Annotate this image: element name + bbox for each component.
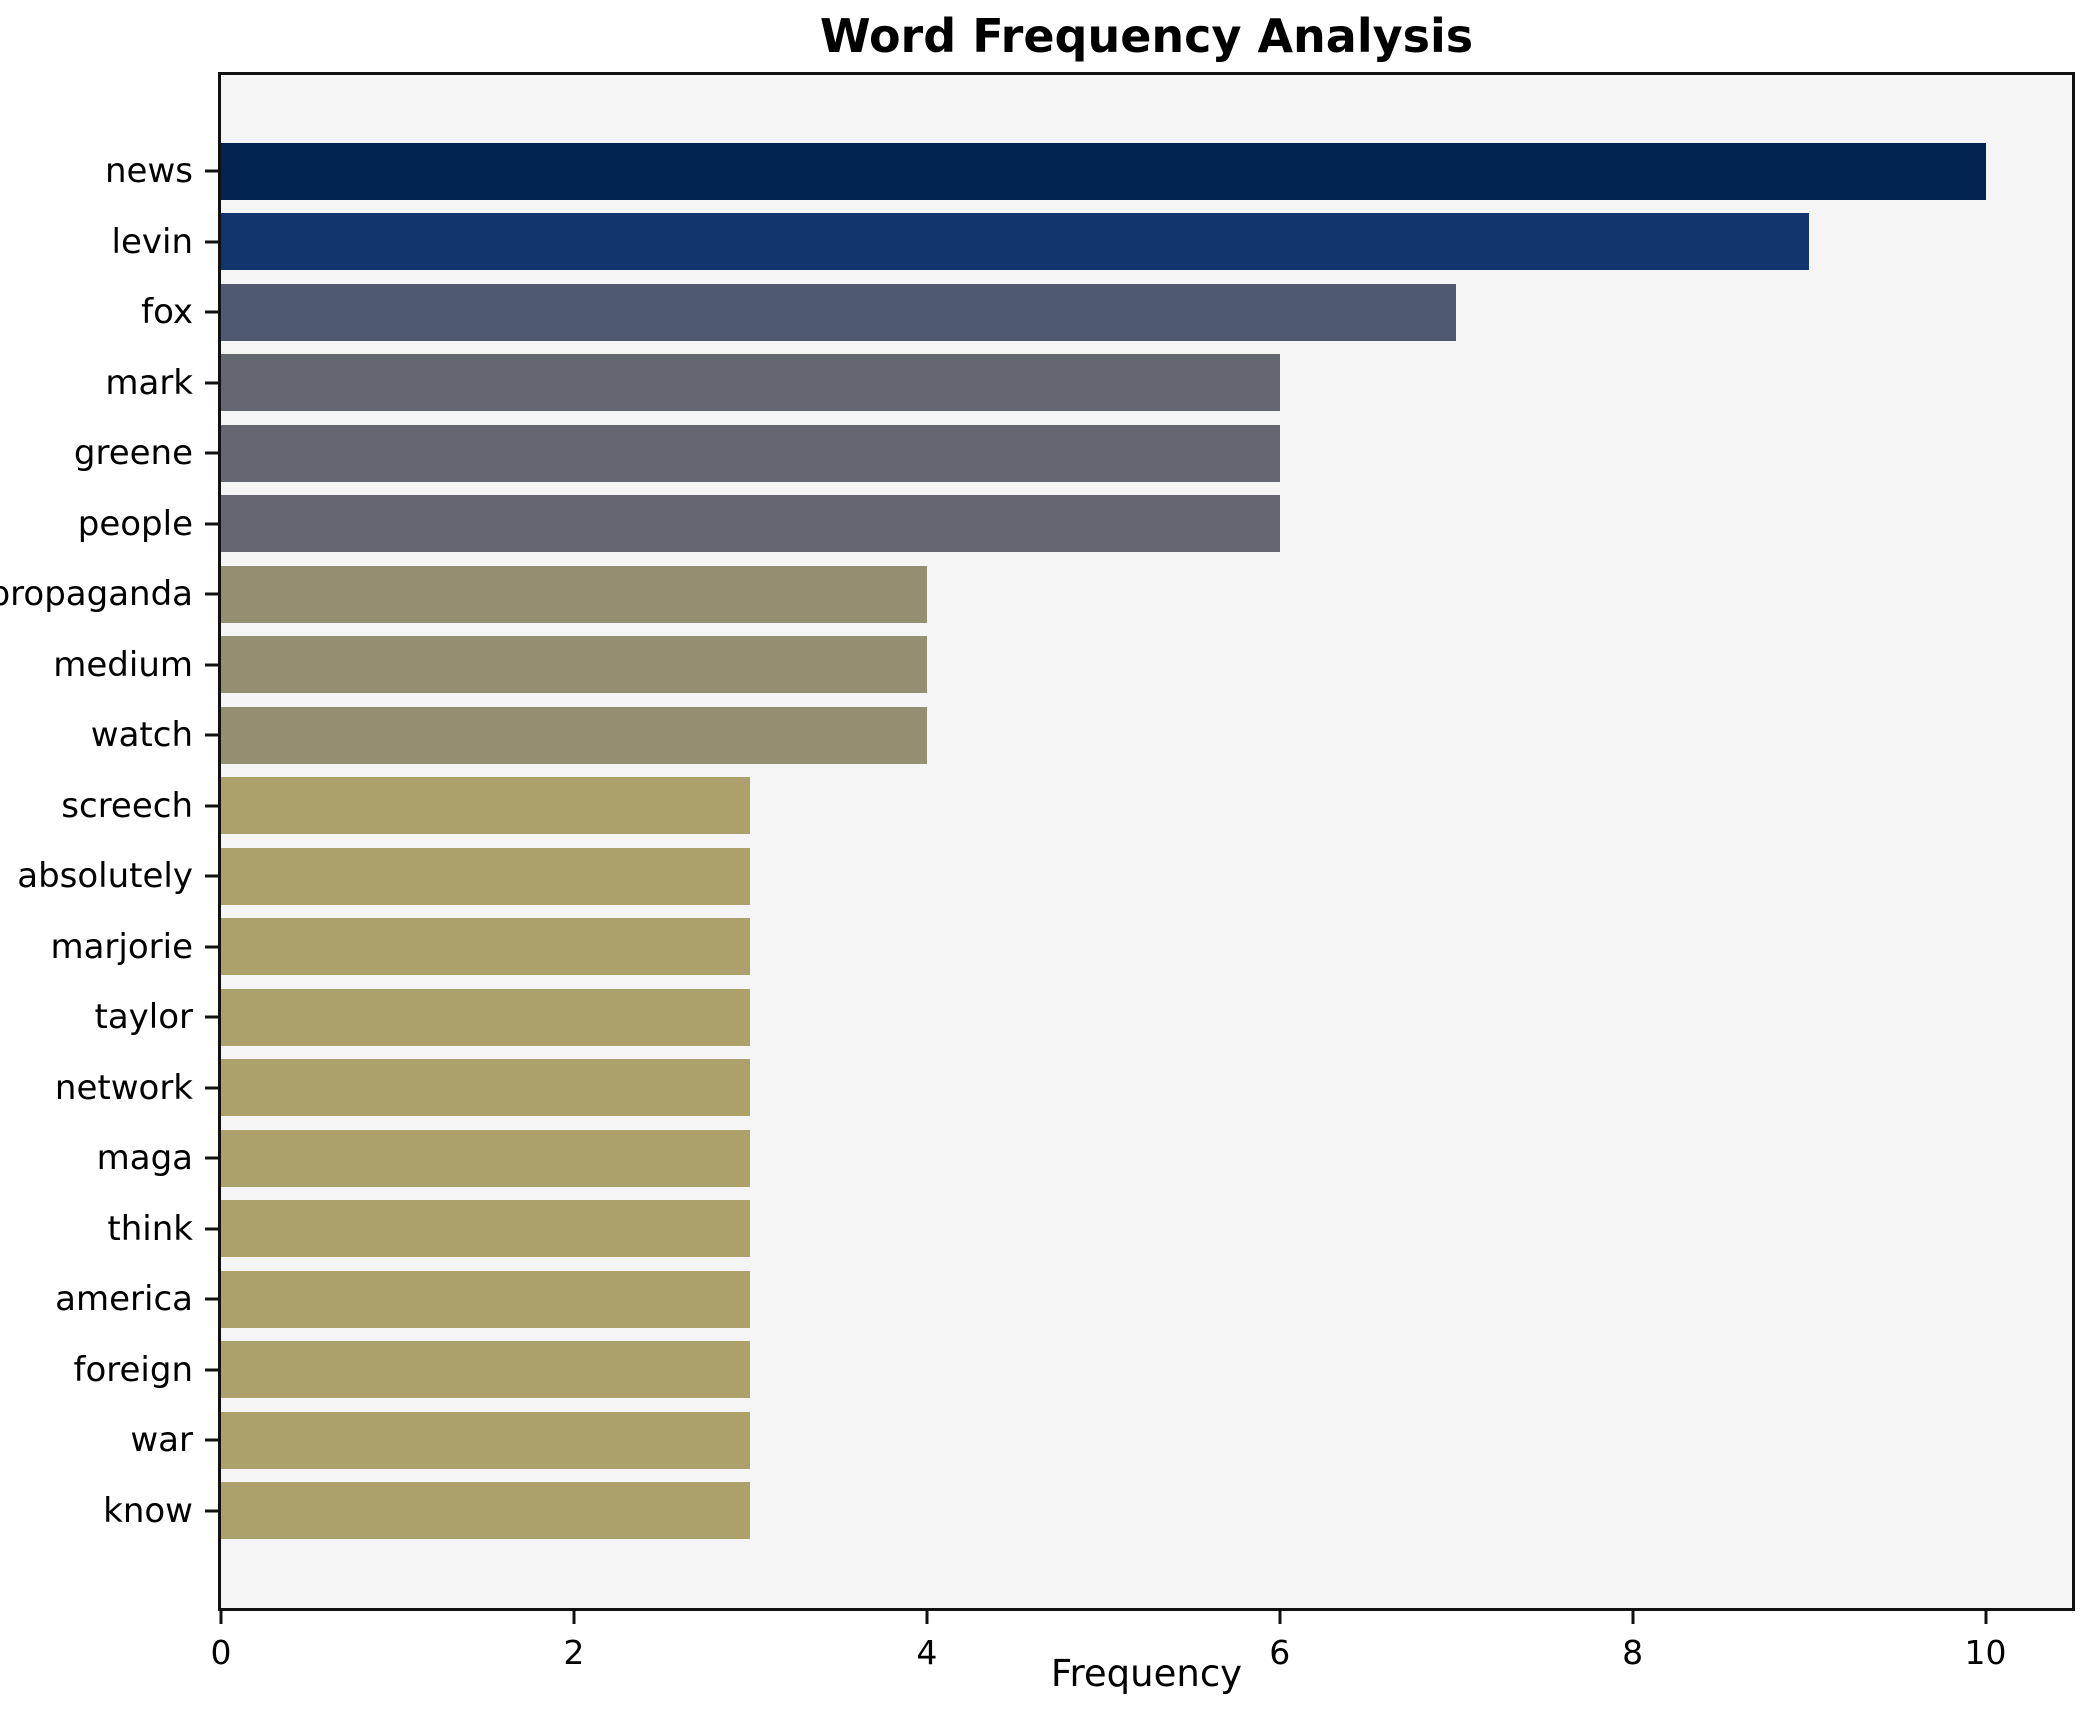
bar-row: foreign	[74, 1335, 2072, 1406]
x-tick-mark	[1631, 1611, 1635, 1624]
bar-row: maga	[97, 1123, 2072, 1194]
bar-war	[221, 1411, 751, 1469]
bar-row: mark	[105, 348, 2072, 419]
y-tick-label: medium	[53, 644, 193, 685]
y-tick-mark	[205, 1438, 218, 1442]
x-tick-label: 4	[916, 1633, 938, 1672]
bar-mark	[221, 354, 1280, 412]
bar-america	[221, 1270, 751, 1328]
y-tick-label: greene	[73, 433, 193, 474]
y-tick-mark	[205, 1156, 218, 1160]
bar-row: screech	[61, 771, 2072, 842]
x-tick-mark	[1984, 1611, 1988, 1624]
bar-news	[221, 142, 1986, 200]
y-tick-mark	[205, 169, 218, 173]
bar-greene	[221, 424, 1280, 482]
bar-row: news	[105, 136, 2072, 207]
y-tick-label: watch	[90, 715, 193, 756]
bar-propaganda	[221, 565, 927, 623]
y-tick-label: propaganda	[0, 574, 193, 615]
x-tick-label: 8	[1622, 1633, 1644, 1672]
y-tick-mark	[205, 1368, 218, 1372]
bar-row: taylor	[94, 982, 2072, 1053]
bar-row: war	[130, 1405, 2072, 1476]
bar-absolutely	[221, 847, 751, 905]
y-tick-mark	[205, 592, 218, 596]
bar-row: propaganda	[0, 559, 2072, 630]
chart-title: Word Frequency Analysis	[819, 9, 1474, 63]
x-tick-mark	[219, 1611, 223, 1624]
bar-people	[221, 495, 1280, 553]
y-tick-label: taylor	[94, 997, 193, 1038]
y-tick-mark	[205, 663, 218, 667]
bar-row: america	[55, 1264, 2072, 1335]
y-tick-mark	[205, 1015, 218, 1019]
y-tick-label: foreign	[73, 1349, 194, 1390]
y-tick-mark	[205, 1509, 218, 1513]
y-tick-label: maga	[96, 1138, 193, 1179]
x-tick-mark	[572, 1611, 576, 1624]
x-tick-label: 0	[210, 1633, 232, 1672]
y-tick-label: know	[103, 1490, 193, 1531]
bar-marjorie	[221, 918, 751, 976]
y-tick-mark	[205, 381, 218, 385]
bar-row: absolutely	[17, 841, 2072, 912]
plot-area: news levin fox mark greene people propaganda me…	[0, 72, 2075, 1672]
y-tick-mark	[205, 451, 218, 455]
bar-row: marjorie	[50, 912, 2072, 983]
bar-row: levin	[112, 207, 2072, 278]
bars-container: news levin fox mark greene people propaganda me…	[0, 75, 2072, 1608]
y-tick-label: fox	[141, 292, 193, 333]
y-tick-label: mark	[105, 362, 193, 403]
bar-screech	[221, 777, 751, 835]
bar-taylor	[221, 988, 751, 1046]
y-tick-label: levin	[111, 221, 193, 262]
y-tick-label: absolutely	[17, 856, 193, 897]
bar-levin	[221, 213, 1810, 271]
bar-row: fox	[141, 277, 2072, 348]
x-tick-label: 6	[1269, 1633, 1291, 1672]
y-tick-label: screech	[61, 785, 193, 826]
bar-row: people	[78, 489, 2072, 560]
bar-row: greene	[74, 418, 2072, 489]
bar-network	[221, 1059, 751, 1117]
y-tick-mark	[205, 945, 218, 949]
bar-row: medium	[53, 630, 2072, 701]
y-tick-label: war	[130, 1420, 193, 1461]
y-tick-label: news	[105, 151, 193, 192]
bar-fox	[221, 283, 1457, 341]
y-tick-mark	[205, 733, 218, 737]
y-tick-mark	[205, 240, 218, 244]
y-tick-label: marjorie	[50, 926, 193, 967]
x-tick-mark	[1278, 1611, 1282, 1624]
x-tick-mark	[925, 1611, 929, 1624]
y-tick-label: network	[54, 1067, 193, 1108]
bar-know	[221, 1482, 751, 1540]
y-tick-label: think	[107, 1208, 193, 1249]
bar-foreign	[221, 1341, 751, 1399]
y-tick-mark	[205, 1227, 218, 1231]
y-tick-mark	[205, 874, 218, 878]
x-axis-label: Frequency	[1050, 1652, 1243, 1695]
x-tick-label: 2	[563, 1633, 585, 1672]
y-tick-label: america	[55, 1279, 193, 1320]
y-tick-mark	[205, 1086, 218, 1090]
x-tick-label: 10	[1964, 1633, 2007, 1672]
bar-row: watch	[91, 700, 2072, 771]
bar-row: think	[107, 1194, 2072, 1265]
y-tick-mark	[205, 310, 218, 314]
y-tick-label: people	[77, 503, 193, 544]
y-tick-mark	[205, 804, 218, 808]
bar-row: network	[55, 1053, 2072, 1124]
bar-think	[221, 1200, 751, 1258]
bar-medium	[221, 636, 927, 694]
y-tick-mark	[205, 1297, 218, 1301]
bar-maga	[221, 1129, 751, 1187]
bar-watch	[221, 706, 927, 764]
bar-row: know	[103, 1476, 2072, 1547]
y-tick-mark	[205, 522, 218, 526]
